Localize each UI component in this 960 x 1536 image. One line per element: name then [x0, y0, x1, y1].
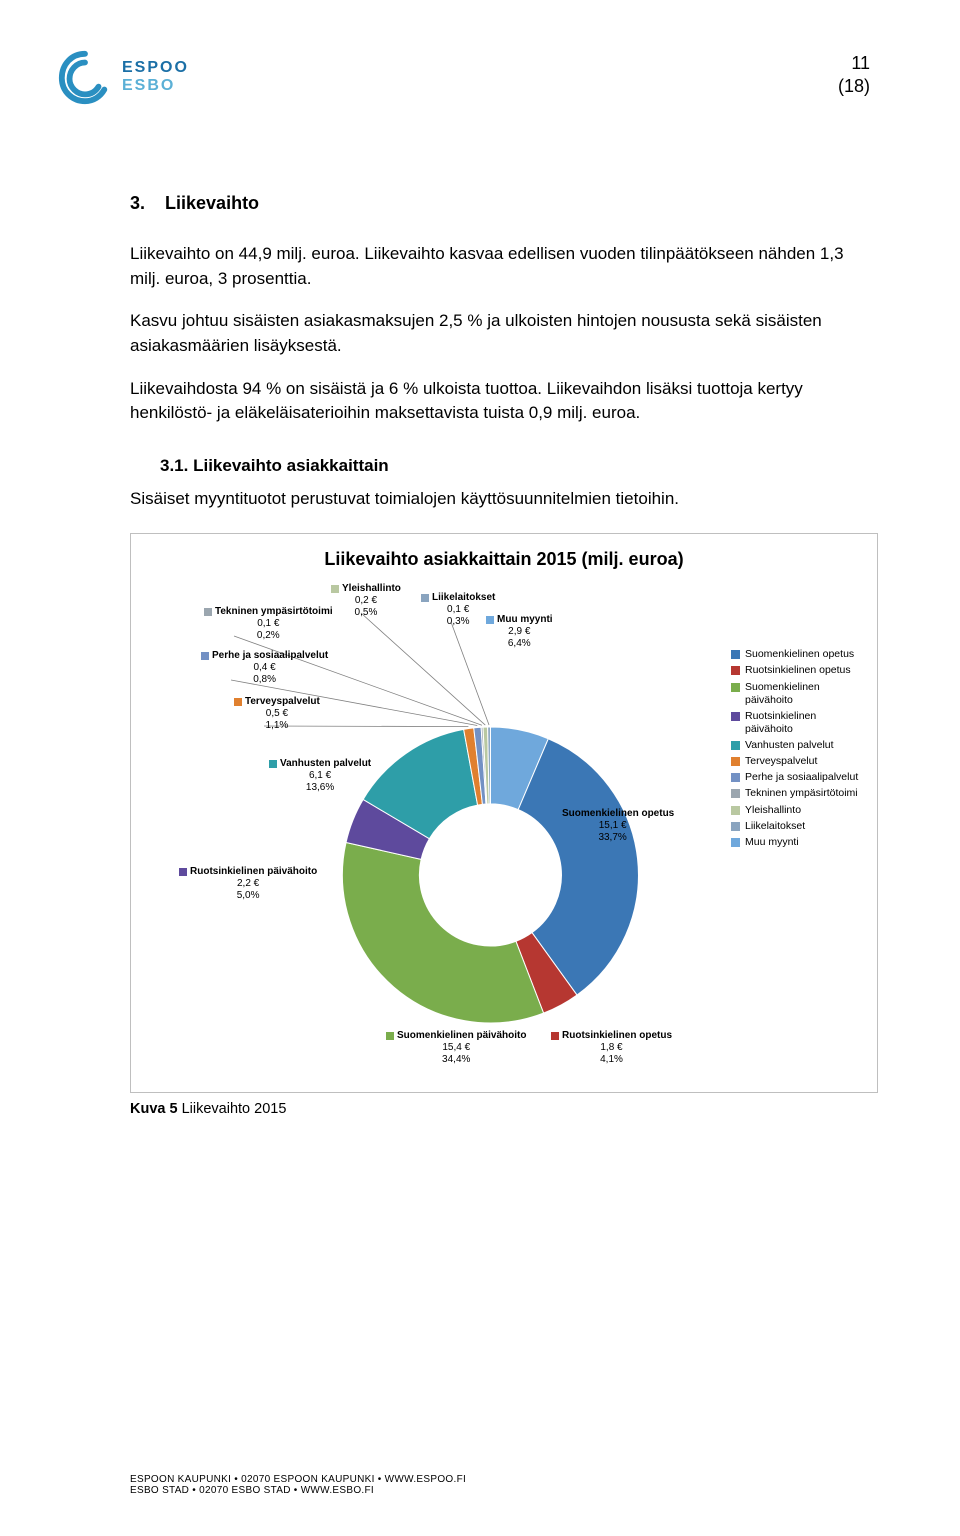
- chart-callout-label: Perhe ja sosiaalipalvelut0,4 €0,8%: [201, 650, 328, 686]
- footer: ESPOON KAUPUNKI • 02070 ESPOON KAUPUNKI …: [130, 1474, 466, 1496]
- legend-item: Terveyspalvelut: [731, 755, 859, 768]
- section-3-title: Liikevaihto: [165, 193, 259, 213]
- content: 3. Liikevaihto Liikevaihto on 44,9 milj.…: [130, 190, 870, 1120]
- chart-callout-label: Liikelaitokset0,1 €0,3%: [421, 592, 495, 628]
- legend-item: Tekninen ympäsirtötoimi: [731, 787, 859, 800]
- legend-item: Suomenkielinen opetus: [731, 648, 859, 661]
- chart-legend: Suomenkielinen opetus Ruotsinkielinen ope…: [731, 648, 859, 852]
- page-number: 11 (18): [838, 52, 870, 99]
- legend-item: Liikelaitokset: [731, 820, 859, 833]
- leader-line: [361, 613, 485, 725]
- figure-caption: Kuva 5 Liikevaihto 2015: [130, 1099, 870, 1120]
- section-3-1-title: Liikevaihto asiakkaittain: [193, 456, 389, 475]
- figure-caption-prefix: Kuva 5: [130, 1101, 178, 1117]
- chart-callout-label: Suomenkielinen opetus15,1 €33,7%: [551, 808, 674, 844]
- chart-callout-label: Muu myynti2,9 €6,4%: [486, 614, 553, 650]
- paragraph-3: Liikevaihdosta 94 % on sisäistä ja 6 % u…: [130, 377, 870, 426]
- figure-caption-text: Liikevaihto 2015: [178, 1101, 287, 1117]
- donut-slice: [342, 843, 543, 1023]
- chart-callout-label: Yleishallinto0,2 €0,5%: [331, 583, 401, 619]
- section-3-1-heading: 3.1. Liikevaihto asiakkaittain: [160, 454, 870, 479]
- footer-line-1: ESPOON KAUPUNKI • 02070 ESPOON KAUPUNKI …: [130, 1474, 466, 1485]
- legend-item: Muu myynti: [731, 836, 859, 849]
- logo: ESPOO ESBO: [56, 48, 189, 106]
- legend-item: Yleishallinto: [731, 804, 859, 817]
- paragraph-1: Liikevaihto on 44,9 milj. euroa. Liikeva…: [130, 242, 870, 291]
- legend-item: Suomenkielinen päivähoito: [731, 681, 859, 707]
- chart-callout-label: Ruotsinkielinen päivähoito2,2 €5,0%: [179, 866, 317, 902]
- paragraph-4: Sisäiset myyntituotot perustuvat toimial…: [130, 487, 870, 512]
- chart-callout-label: Terveyspalvelut0,5 €1,1%: [234, 696, 320, 732]
- espoo-logo-icon: [56, 48, 114, 106]
- donut-chart-box: Liikevaihto asiakkaittain 2015 (milj. eu…: [130, 533, 878, 1093]
- section-3-1-num: 3.1.: [160, 456, 188, 475]
- chart-callout-label: Vanhusten palvelut6,1 €13,6%: [269, 758, 371, 794]
- chart-callout-label: Tekninen ympäsirtötoimi0,1 €0,2%: [204, 606, 333, 642]
- chart-area: Yleishallinto0,2 €0,5% Liikelaitokset0,1 …: [141, 578, 867, 1084]
- section-3-num: 3.: [130, 193, 145, 213]
- logo-text: ESPOO ESBO: [122, 59, 189, 96]
- chart-title: Liikevaihto asiakkaittain 2015 (milj. eu…: [141, 546, 867, 572]
- footer-line-2: ESBO STAD • 02070 ESBO STAD • WWW.ESBO.F…: [130, 1485, 466, 1496]
- section-3-heading: 3. Liikevaihto: [130, 190, 870, 216]
- page-number-total: (18): [838, 75, 870, 98]
- legend-item: Vanhusten palvelut: [731, 739, 859, 752]
- logo-espoo: ESPOO: [122, 59, 189, 77]
- chart-callout-label: Ruotsinkielinen opetus1,8 €4,1%: [551, 1030, 672, 1066]
- legend-item: Ruotsinkielinen opetus: [731, 664, 859, 677]
- legend-item: Perhe ja sosiaalipalvelut: [731, 771, 859, 784]
- leader-line: [451, 622, 489, 725]
- document-page: ESPOO ESBO 11 (18) 3. Liikevaihto Liikev…: [0, 0, 960, 1536]
- page-number-current: 11: [838, 52, 870, 75]
- legend-item: Ruotsinkielinen päivähoito: [731, 710, 859, 736]
- paragraph-2: Kasvu johtuu sisäisten asiakasmaksujen 2…: [130, 309, 870, 358]
- chart-callout-label: Suomenkielinen päivähoito15,4 €34,4%: [386, 1030, 526, 1066]
- logo-esbo: ESBO: [122, 77, 189, 95]
